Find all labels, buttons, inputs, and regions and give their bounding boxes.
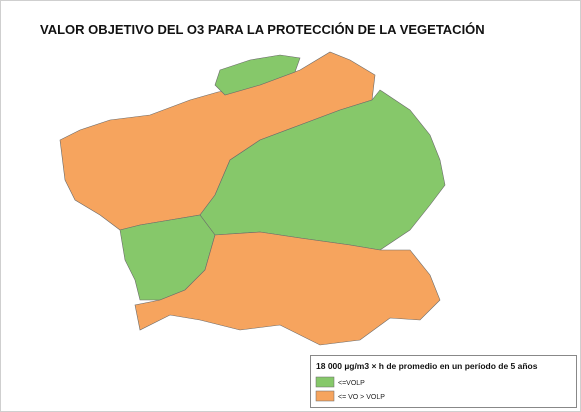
region-south (134, 231, 441, 346)
legend-title: 18 000 µg/m3 × h de promedio en un perío… (316, 361, 538, 371)
legend: 18 000 µg/m3 × h de promedio en un perío… (310, 355, 577, 408)
map-title: VALOR OBJETIVO DEL O3 PARA LA PROTECCIÓN… (40, 22, 485, 37)
legend-swatch (315, 376, 335, 388)
region-north-coast (214, 54, 301, 96)
legend-label: <=VOLP (338, 380, 365, 387)
map (59, 51, 446, 346)
legend-label: <= VO > VOLP (338, 394, 385, 401)
legend-swatch (315, 390, 335, 402)
legend-box (310, 355, 577, 408)
